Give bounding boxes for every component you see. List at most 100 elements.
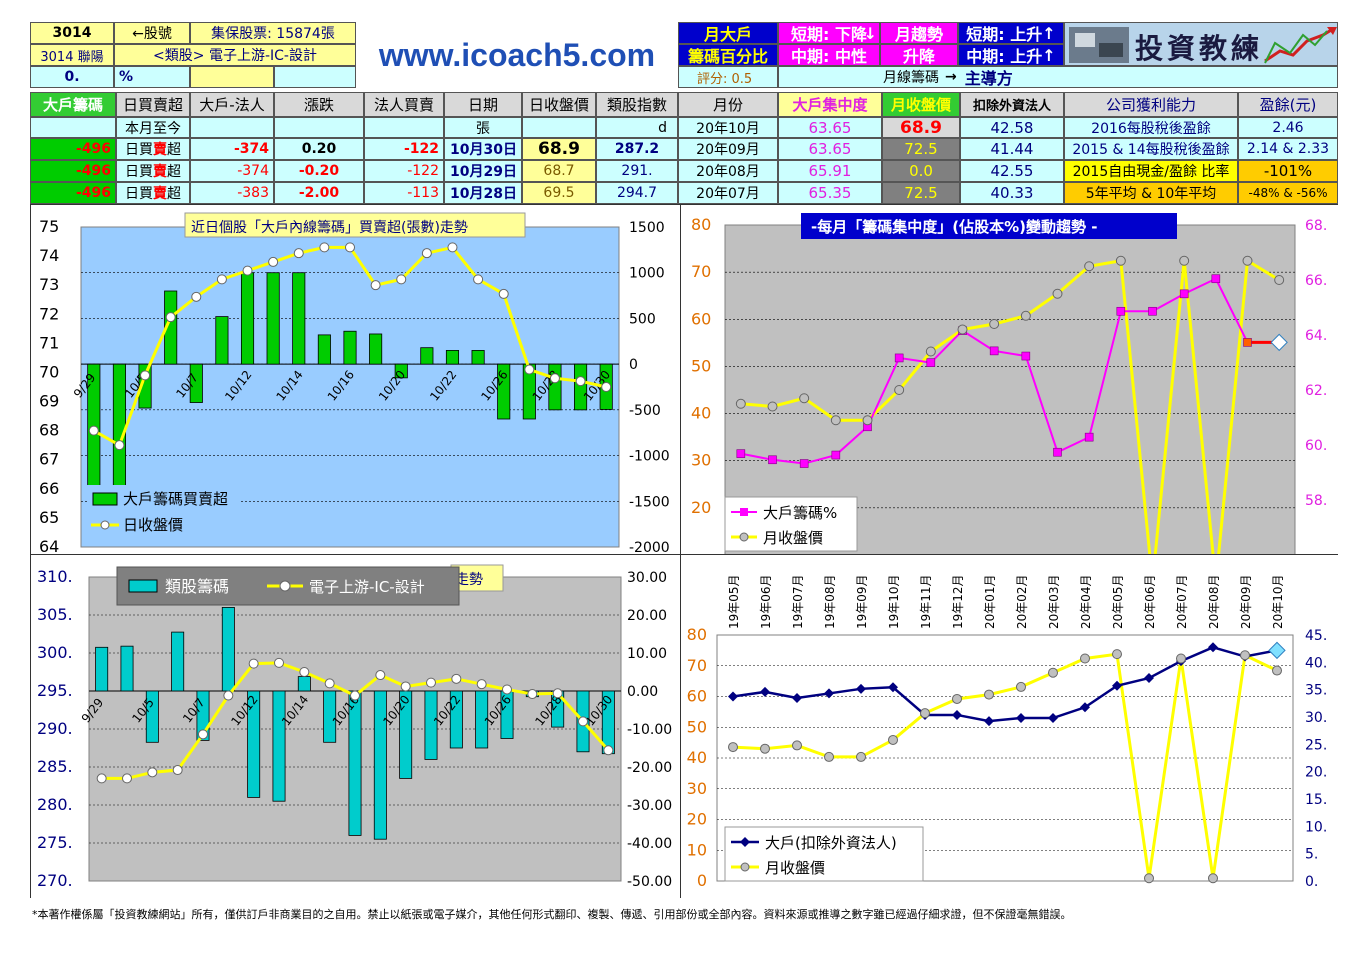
y-left-tick-label: 71 — [39, 333, 59, 352]
sector-index-point — [248, 658, 259, 669]
mid-conc-cell: 65.91 — [778, 160, 882, 182]
price-point — [447, 242, 458, 253]
big-holder-point — [760, 686, 770, 697]
concentration-point — [736, 449, 746, 458]
price-point — [191, 291, 202, 302]
y-left-tick-label: 50 — [687, 717, 707, 736]
monthly-trend-label: 月趨勢 — [880, 22, 958, 44]
mid-exforeign-cell: 40.33 — [960, 182, 1064, 204]
price-point — [216, 274, 227, 285]
y-right-tick-label: 0.00 — [627, 684, 658, 700]
mid-exforeign-cell: 41.44 — [960, 138, 1064, 160]
concentration-label: 集保股票: 15874張 — [190, 22, 356, 44]
zero-value: 0. — [30, 66, 114, 88]
x-category-label: 20年07月 — [1175, 574, 1189, 629]
concentration-point — [926, 358, 936, 367]
price-point — [140, 370, 151, 381]
bar-chip — [497, 363, 511, 420]
y-left-tick-label: 30 — [687, 779, 707, 798]
sector-index-point — [223, 690, 234, 701]
y-right-tick-label: -30.00 — [627, 798, 672, 814]
price-point — [165, 312, 176, 323]
y-left-tick-label: 65 — [39, 508, 59, 527]
concentration-point — [1021, 351, 1031, 361]
x-category-label: 19年05月 — [727, 574, 741, 629]
chart-panel-2: 20 30 40 50 60 70 80 58. 60. 62. 64. 66. 68. -每月「籌碼集中… — [680, 204, 1339, 588]
x-category-label: 19年08月 — [823, 574, 837, 629]
left-row-cell: 69.5 — [522, 182, 596, 204]
left-row-cell: 287.2 — [596, 138, 678, 160]
y-right-tick-label: 64. — [1305, 328, 1327, 344]
chip-pct-label: 籌碼百分比 — [678, 44, 778, 66]
empty-cell — [274, 66, 356, 88]
y-right-tick-label: -500 — [629, 403, 661, 419]
y-left-tick-label: 10 — [687, 840, 707, 859]
x-category-label: 20年01月 — [983, 574, 997, 629]
price-point — [242, 265, 253, 276]
legend-swatch-point — [100, 520, 110, 530]
earn-key-cell: 5年平均 & 10年平均 — [1064, 182, 1238, 204]
big-holder-point — [952, 709, 962, 720]
x-category-label: 20年02月 — [1015, 574, 1029, 629]
legend-label: 電子上游-IC-設計 — [309, 578, 425, 596]
legend-swatch-point — [740, 862, 750, 872]
big-holder-point — [1144, 673, 1154, 684]
empty-cell — [190, 66, 274, 88]
sector-index-point — [274, 657, 284, 668]
mid-month-cell: 20年08月 — [678, 160, 778, 182]
y-right-tick-label: -40.00 — [627, 836, 672, 852]
chart-title-box — [450, 564, 504, 592]
y-left-tick-label: 30 — [691, 451, 711, 470]
bar-chip — [240, 272, 255, 365]
sector-index-point — [426, 677, 436, 688]
legend-label: 大戶(扣除外資法人) — [765, 834, 897, 852]
y-left-tick-label: 80 — [687, 625, 707, 644]
price-point — [1274, 275, 1285, 285]
y-right-tick-label: 30. — [1305, 710, 1327, 726]
x-category-label: 20年10月 — [1271, 574, 1285, 629]
y-right-tick-label: 15. — [1305, 792, 1327, 808]
price-point — [575, 376, 586, 387]
left-header-cell: 大戶籌碼 — [30, 92, 116, 117]
price-point — [1208, 873, 1218, 884]
y-left-tick-label: 70 — [691, 262, 711, 281]
legend-label: 大戶籌碼買賣超 — [123, 490, 228, 508]
legend-swatch-point — [279, 580, 291, 592]
mid-header-cell: 扣除外資法人 — [960, 92, 1064, 117]
left-row-cell: 10月29日 — [444, 160, 522, 182]
y-right-tick-label: 30.00 — [627, 570, 667, 586]
earn-key-cell: 2015自由現金/盈餘 比率 — [1064, 160, 1238, 182]
price-point — [767, 401, 778, 412]
left-row-cell: -496 — [30, 160, 116, 182]
legend-label: 月收盤價 — [765, 859, 825, 877]
y-right-tick-label: 10. — [1305, 819, 1327, 835]
monthly-big-label: 月大戶 — [678, 22, 778, 44]
price-point — [856, 751, 866, 762]
price-point — [862, 415, 873, 426]
y-right-tick-label: 0 — [629, 357, 638, 373]
price-point — [1080, 653, 1090, 664]
price-point — [524, 364, 535, 375]
bar-sector-chip — [221, 607, 235, 692]
price-point — [1179, 255, 1190, 266]
y-left-tick-label: 280. — [37, 795, 73, 814]
y-right-tick-label: 500 — [629, 311, 656, 327]
left-row-cell: -2.00 — [274, 182, 364, 204]
price-point — [549, 373, 560, 384]
y-left-tick-label: 69 — [39, 392, 59, 411]
y-right-tick-label: 58. — [1305, 493, 1327, 509]
left-header-cell: 日收盤價 — [522, 92, 596, 117]
y-left-tick-label: 70 — [687, 656, 707, 675]
price-point — [760, 743, 770, 754]
y-right-tick-label: -2000 — [629, 540, 670, 555]
bar-sector-chip — [247, 690, 261, 798]
concentration-point — [1116, 306, 1126, 316]
left-header-cell: 大戶-法人 — [190, 92, 274, 117]
bar-chip — [112, 363, 126, 488]
sector-chip-chart: 270. 275. 280. 285. 290. 295. 300. 305. 310. -50.… — [31, 555, 681, 899]
sector-index-point — [96, 773, 107, 784]
legend-box — [724, 826, 924, 882]
chart-title-box — [801, 213, 1177, 239]
price-point — [370, 280, 381, 291]
y-left-tick-label: 67 — [39, 450, 59, 469]
